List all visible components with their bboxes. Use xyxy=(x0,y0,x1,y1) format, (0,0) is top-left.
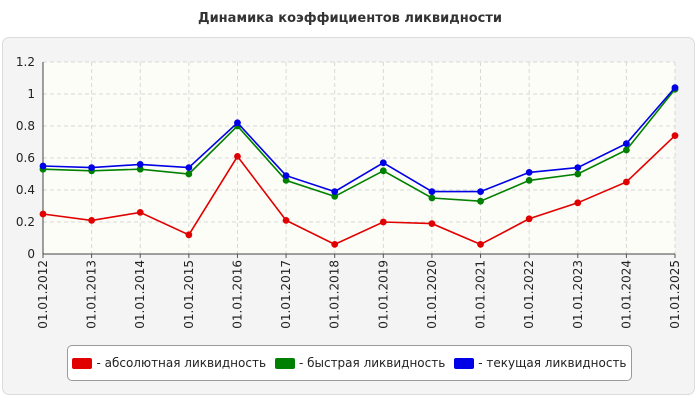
x-tick-label: 01.01.2018 xyxy=(328,260,342,329)
data-point xyxy=(622,146,630,154)
data-point xyxy=(136,165,144,173)
data-point xyxy=(525,169,533,176)
legend-item: - абсолютная ликвидность xyxy=(72,356,266,370)
data-point xyxy=(622,178,630,186)
data-point xyxy=(185,170,193,178)
x-tick-label: 01.01.2023 xyxy=(571,260,585,329)
data-point xyxy=(185,231,193,239)
data-point xyxy=(379,218,387,226)
series-line xyxy=(42,87,676,193)
y-tick-label: 0.8 xyxy=(16,119,35,133)
legend-label: - быстрая ликвидность xyxy=(298,356,446,370)
data-point xyxy=(282,217,290,224)
data-point xyxy=(525,215,533,223)
data-point xyxy=(622,140,630,148)
y-tick-label: 0.4 xyxy=(16,183,35,197)
legend-item: - текущая ликвидность xyxy=(454,356,627,370)
data-point xyxy=(525,177,533,184)
data-point xyxy=(88,164,96,172)
data-point xyxy=(477,197,484,205)
y-tick-label: 1.2 xyxy=(16,55,35,69)
series-line xyxy=(42,88,676,203)
data-point xyxy=(671,84,679,91)
data-point xyxy=(185,164,193,172)
chart-legend: - абсолютная ликвидность - быстрая ликвид… xyxy=(67,345,632,381)
y-tick-label: 0.6 xyxy=(16,151,35,165)
series-line xyxy=(42,135,676,246)
data-point xyxy=(39,210,47,218)
legend-swatch xyxy=(274,357,295,369)
data-point xyxy=(477,188,484,196)
legend-item: - быстрая ликвидность xyxy=(274,356,446,370)
x-tick-label: 01.01.2020 xyxy=(425,260,439,329)
x-tick-label: 01.01.2017 xyxy=(279,260,293,329)
data-point xyxy=(428,188,436,196)
data-point xyxy=(234,153,241,160)
data-point xyxy=(477,241,484,248)
data-point xyxy=(136,161,144,168)
x-tick-label: 01.01.2021 xyxy=(474,260,488,329)
data-point xyxy=(671,132,679,140)
data-point xyxy=(136,209,144,216)
data-point xyxy=(282,177,290,184)
data-point xyxy=(428,194,436,202)
data-point xyxy=(574,170,582,178)
legend-label: - абсолютная ликвидность xyxy=(96,356,267,370)
data-point xyxy=(574,164,582,172)
x-tick-label: 01.01.2013 xyxy=(85,260,99,329)
x-tick-label: 01.01.2012 xyxy=(36,260,50,329)
data-point xyxy=(331,241,339,248)
data-point xyxy=(88,217,96,224)
y-tick-label: 1 xyxy=(27,87,35,101)
legend-swatch xyxy=(72,357,93,369)
data-point xyxy=(574,199,582,207)
y-tick-label: 0.2 xyxy=(16,215,35,229)
chart-title: Динамика коэффициентов ликвидности xyxy=(198,11,502,26)
x-tick-label: 01.01.2019 xyxy=(376,260,390,329)
x-tick-label: 01.01.2024 xyxy=(619,260,633,329)
x-tick-label: 01.01.2016 xyxy=(230,260,244,329)
data-point xyxy=(282,172,290,180)
data-point xyxy=(234,119,241,127)
x-tick-label: 01.01.2015 xyxy=(182,260,196,329)
data-point xyxy=(39,162,47,170)
data-point xyxy=(379,159,387,167)
data-point xyxy=(379,167,387,175)
y-tick-label: 0 xyxy=(27,247,35,261)
legend-label: - текущая ликвидность xyxy=(478,356,627,370)
data-point xyxy=(331,193,339,200)
x-tick-label: 01.01.2022 xyxy=(522,260,536,329)
data-point xyxy=(331,188,339,196)
legend-swatch xyxy=(454,357,475,369)
x-tick-label: 01.01.2014 xyxy=(133,260,147,329)
data-point xyxy=(428,220,436,228)
x-tick-label: 01.01.2025 xyxy=(668,260,682,329)
